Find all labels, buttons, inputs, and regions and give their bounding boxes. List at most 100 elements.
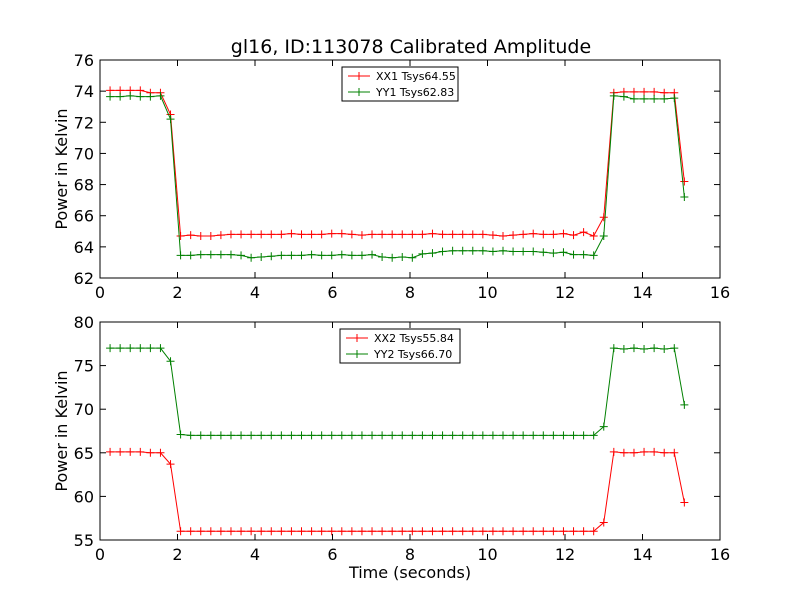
data-point [569,431,578,440]
data-point [629,87,638,96]
data-point [619,448,628,457]
data-point [378,252,387,261]
y-tick-label: 75 [74,357,94,376]
data-point [287,431,296,440]
data-point [478,527,487,536]
x-tick-label: 12 [555,283,575,302]
x-tick-label: 8 [405,283,415,302]
data-point [156,91,165,100]
data-point [307,250,316,259]
data-point [418,249,427,258]
y-tick-label: 55 [74,531,94,550]
data-point [216,431,225,440]
data-point [599,213,608,222]
data-point [438,431,447,440]
x-tick-label: 6 [327,283,337,302]
data-point [599,422,608,431]
legend-label: XX2 Tsys55.84 [374,332,454,345]
data-point [539,431,548,440]
y-tick-label: 64 [74,238,94,257]
data-point [368,250,377,259]
legend-box [339,328,461,364]
data-point [599,518,608,527]
data-point [116,344,125,353]
data-point [327,431,336,440]
legend-box [341,66,459,102]
data-point [438,230,447,239]
y-tick-label: 66 [74,207,94,226]
data-point [116,447,125,456]
y-tick-label: 74 [74,82,94,101]
series-line [110,95,685,259]
data-point [368,527,377,536]
data-point [166,357,175,366]
data-point [216,527,225,536]
data-point [549,527,558,536]
data-point [257,527,266,536]
data-point [176,527,185,536]
data-point [237,251,246,260]
data-point [277,230,286,239]
data-point [488,527,497,536]
data-point [337,431,346,440]
data-point [418,431,427,440]
data-point [428,527,437,536]
data-point [357,231,366,240]
data-point [589,431,598,440]
y-tick-label: 65 [74,444,94,463]
x-tick-label: 6 [327,545,337,564]
data-point [539,230,548,239]
data-point [589,231,598,240]
data-point [277,431,286,440]
data-point [317,527,326,536]
data-point [267,230,276,239]
data-point [247,230,256,239]
data-point [186,527,195,536]
data-point [186,231,195,240]
data-point [640,94,649,103]
data-point [287,229,296,238]
x-tick-label: 10 [477,545,497,564]
data-point [337,250,346,259]
data-point [579,250,588,259]
data-point [146,448,155,457]
data-point [186,251,195,260]
y-tick-label: 80 [74,313,94,332]
y-tick-label: 70 [74,144,94,163]
data-point [650,94,659,103]
data-point [509,527,518,536]
data-point [156,448,165,457]
data-point [317,230,326,239]
x-tick-label: 12 [555,545,575,564]
data-point [680,400,689,409]
legend: XX2 Tsys55.84 YY2 Tsys66.70 [339,328,461,364]
data-point [660,94,669,103]
series-2-1 [106,447,689,536]
data-point [539,248,548,257]
data-point [146,92,155,101]
data-point [166,460,175,469]
x-tick-label: 10 [477,283,497,302]
data-point [650,344,659,353]
data-point [529,247,538,256]
data-point [478,230,487,239]
data-point [408,253,417,262]
data-point [126,344,135,353]
series-line [110,89,685,237]
data-point [347,527,356,536]
data-point [277,527,286,536]
data-point [408,230,417,239]
data-point [116,92,125,101]
data-point [257,230,266,239]
legend-label: XX1 Tsys64.55 [376,70,456,83]
data-point [509,247,518,256]
series-line [110,451,685,532]
data-point [499,527,507,536]
data-point [629,448,638,457]
data-point [660,345,669,354]
data-point [247,431,256,440]
data-point [378,527,387,536]
data-point [448,431,457,440]
data-point [499,431,507,440]
